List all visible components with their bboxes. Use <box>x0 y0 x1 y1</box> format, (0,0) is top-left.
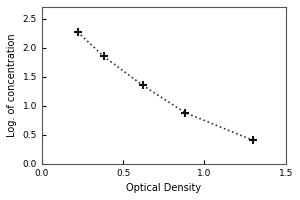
Y-axis label: Log. of concentration: Log. of concentration <box>7 33 17 137</box>
X-axis label: Optical Density: Optical Density <box>126 183 201 193</box>
